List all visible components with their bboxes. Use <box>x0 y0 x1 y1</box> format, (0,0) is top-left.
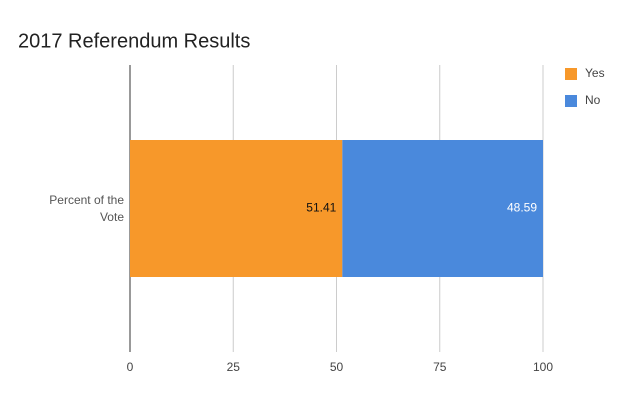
legend-label: Yes <box>585 66 605 80</box>
x-tick-label: 25 <box>227 360 241 374</box>
data-label: 51.41 <box>306 201 336 215</box>
chart-title: 2017 Referendum Results <box>18 30 250 52</box>
legend-label: No <box>585 93 601 107</box>
x-tick-label: 75 <box>433 360 447 374</box>
x-tick-label: 50 <box>330 360 344 374</box>
bar <box>130 140 343 277</box>
legend-swatch <box>565 95 577 107</box>
legend-swatch <box>565 68 577 80</box>
x-tick-label: 100 <box>533 360 553 374</box>
x-tick-label: 0 <box>127 360 134 374</box>
y-tick-label: Percent of the Vote <box>49 192 124 224</box>
bar <box>342 140 543 277</box>
data-label: 48.59 <box>507 201 537 215</box>
